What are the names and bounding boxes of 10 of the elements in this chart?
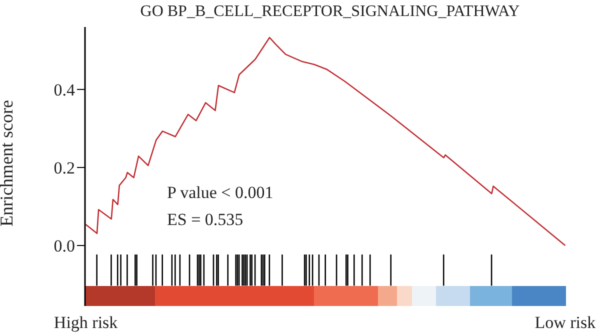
chart-title: GO BP_B_CELL_RECEPTOR_SIGNALING_PATHWAY — [139, 3, 521, 21]
y-tick-label: 0.0 — [54, 236, 75, 256]
annotation: ES = 0.535 — [167, 210, 244, 230]
x-tick-label: High risk — [54, 313, 118, 332]
x-tick-label: Low risk — [534, 313, 596, 332]
y-tick-label: 0.4 — [54, 80, 76, 100]
annotation: P value < 0.001 — [167, 183, 274, 203]
y-axis-title: Enrichment score — [0, 100, 16, 226]
y-tick-label: 0.2 — [54, 158, 75, 178]
line-series — [85, 36, 566, 246]
